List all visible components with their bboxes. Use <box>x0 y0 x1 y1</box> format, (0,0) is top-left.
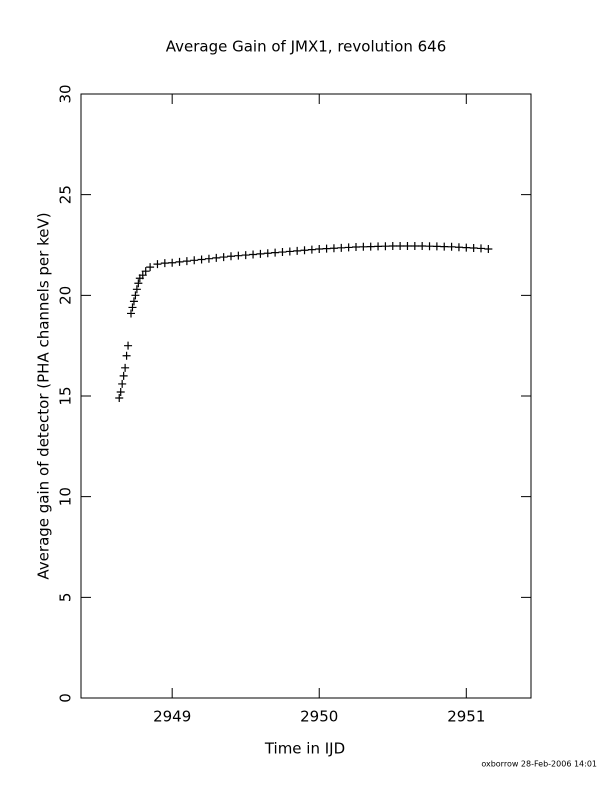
data-point <box>134 279 143 288</box>
data-point <box>285 247 294 256</box>
data-point <box>249 250 258 259</box>
data-point <box>477 244 485 253</box>
data-point <box>182 257 191 266</box>
y-tick-label: 0 <box>57 693 75 703</box>
data-point <box>127 309 135 318</box>
data-point <box>432 242 441 251</box>
data-point <box>128 303 137 312</box>
y-tick-label: 5 <box>57 593 75 603</box>
data-point <box>388 242 397 251</box>
data-point <box>219 253 228 262</box>
data-point <box>118 379 127 388</box>
data-point <box>234 251 243 260</box>
data-point <box>396 242 405 251</box>
data-point <box>160 259 169 268</box>
data-point <box>197 255 206 264</box>
x-tick-label: 2949 <box>153 708 191 726</box>
data-point <box>322 244 331 253</box>
data-point <box>168 258 177 267</box>
data-point <box>263 249 272 258</box>
data-point <box>484 245 493 254</box>
x-axis-label: Time in IJD <box>264 740 345 758</box>
data-point <box>315 245 324 254</box>
data-point <box>271 248 280 257</box>
data-point <box>440 242 449 251</box>
data-point <box>352 243 360 252</box>
footer: oxborrow 28-Feb-2006 14:01 <box>481 760 597 769</box>
y-tick-label: 15 <box>57 386 75 405</box>
data-point <box>256 249 265 258</box>
y-tick-label: 10 <box>57 487 75 506</box>
data-point <box>212 253 221 262</box>
data-point <box>131 291 140 300</box>
data-point <box>146 263 155 272</box>
data-point <box>381 242 390 251</box>
y-tick-label: 25 <box>57 185 75 204</box>
data-point <box>454 243 463 252</box>
data-point <box>175 257 184 266</box>
data-point <box>374 242 383 251</box>
y-tick-label: 30 <box>57 84 75 103</box>
data-point <box>425 242 434 251</box>
data-point <box>447 242 456 251</box>
x-tick-label: 2951 <box>447 708 485 726</box>
data-point <box>307 245 316 254</box>
data-point <box>153 260 162 269</box>
data-point <box>115 394 124 403</box>
data-point <box>132 285 141 294</box>
data-point <box>129 297 138 306</box>
data-point <box>124 341 133 350</box>
data-point <box>138 271 147 280</box>
y-axis-label: Average gain of detector (PHA channels p… <box>35 212 53 579</box>
data-point <box>204 254 213 263</box>
data-point <box>293 246 302 255</box>
data-point <box>119 371 128 380</box>
data-point <box>366 242 375 251</box>
data-point <box>300 246 309 255</box>
data-point <box>227 252 235 261</box>
data-point <box>469 244 478 253</box>
data-point <box>403 242 412 251</box>
data-point <box>418 242 427 251</box>
chart-title: Average Gain of JMX1, revolution 646 <box>166 38 447 56</box>
data-point <box>410 242 419 251</box>
y-tick-label: 20 <box>57 286 75 305</box>
data-point <box>359 242 368 251</box>
data-point <box>122 351 131 360</box>
data-point <box>116 387 125 396</box>
data-point <box>141 267 150 276</box>
plot-frame <box>80 93 532 699</box>
data-point <box>462 243 471 252</box>
data-point <box>337 243 346 252</box>
data-point <box>344 243 353 252</box>
data-point <box>241 251 250 260</box>
data-point <box>278 248 287 257</box>
data-point <box>190 256 199 265</box>
data-point <box>329 244 338 253</box>
data-point <box>121 363 130 372</box>
x-tick-label: 2950 <box>300 708 338 726</box>
